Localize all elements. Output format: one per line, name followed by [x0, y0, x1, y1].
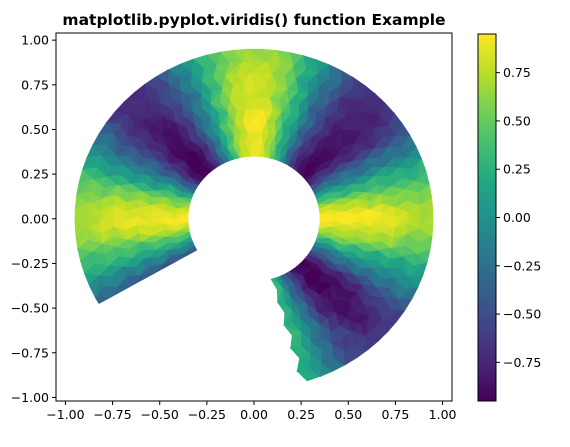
- y-tick-label: 0.00: [21, 211, 49, 226]
- mesh-triangle: [123, 92, 149, 103]
- colorbar-ticks: −0.75 −0.50 −0.25 0.00 0.25 0.50 0.75: [496, 65, 541, 370]
- y-tick-label: 1.00: [21, 33, 49, 48]
- mesh-triangle: [143, 76, 170, 85]
- x-tick-label: −1.00: [46, 407, 84, 422]
- chart-title: matplotlib.pyplot.viridis() function Exa…: [62, 11, 445, 29]
- mesh-triangle: [81, 155, 103, 171]
- mesh-triangle: [74, 202, 90, 223]
- y-tick-label: 0.50: [21, 122, 49, 137]
- mesh-triangle: [419, 209, 434, 230]
- y-tick-label: 0.75: [21, 77, 49, 92]
- mesh-triangle: [94, 297, 110, 305]
- colorbar-tick-label: −0.25: [503, 258, 541, 273]
- colorbar-tick-label: 0.75: [503, 65, 531, 80]
- colorbar-tick-label: 0.50: [503, 113, 531, 128]
- mesh-triangle: [407, 261, 428, 278]
- mesh-triangle: [415, 157, 427, 182]
- mesh-triangle: [76, 178, 94, 197]
- mesh-triangle: [166, 63, 193, 73]
- mesh-triangle: [105, 111, 130, 124]
- mesh-triangle: [381, 309, 406, 322]
- y-axis: −1.00 −0.75 −0.50 −0.25 0.00 0.25 0.50 0.75 1.00: [11, 33, 56, 405]
- y-tick-label: −0.75: [11, 345, 49, 360]
- mesh-triangle: [89, 274, 100, 299]
- x-tick-label: 1.00: [429, 407, 457, 422]
- mesh-triangle: [219, 49, 243, 63]
- tripcolor-mesh: [74, 48, 434, 382]
- mesh-triangle: [374, 92, 386, 117]
- y-tick-label: −1.00: [11, 390, 49, 405]
- mesh-triangle: [363, 330, 389, 342]
- mesh-triangle: [320, 362, 347, 372]
- x-tick-label: 0.75: [382, 407, 410, 422]
- mesh-triangle: [274, 49, 294, 67]
- mesh-triangle: [393, 112, 403, 137]
- mesh-triangle: [415, 235, 433, 254]
- mesh-triangle: [406, 133, 417, 159]
- x-tick-label: 0.50: [334, 407, 362, 422]
- mesh-triangle: [296, 370, 322, 382]
- mesh-triangle: [80, 251, 92, 275]
- x-tick-label: −0.75: [93, 407, 131, 422]
- y-tick-label: −0.50: [11, 301, 49, 316]
- colorbar-tick-label: 0.25: [503, 162, 531, 177]
- mesh-triangle: [396, 286, 419, 300]
- colorbar-tick-label: 0.00: [503, 210, 531, 225]
- colorbar-tick-label: −0.50: [503, 307, 541, 322]
- mesh-triangle: [75, 227, 89, 250]
- mesh-triangle: [419, 182, 432, 206]
- colorbar-gradient: [478, 34, 496, 401]
- mesh-triangle: [343, 349, 369, 359]
- x-tick-label: −0.25: [188, 407, 226, 422]
- y-tick-label: −0.25: [11, 256, 49, 271]
- x-tick-label: 0.25: [287, 407, 315, 422]
- y-tick-label: 0.25: [21, 167, 49, 182]
- x-tick-label: −0.50: [141, 407, 179, 422]
- x-axis: −1.00 −0.75 −0.50 −0.25 0.00 0.25 0.50 0.75 1.00: [46, 401, 457, 422]
- colorbar: −0.75 −0.50 −0.25 0.00 0.25 0.50 0.75: [477, 33, 541, 402]
- mesh-triangle: [301, 54, 319, 74]
- mesh-triangle: [91, 133, 115, 147]
- mesh-triangle: [328, 63, 342, 86]
- x-tick-label: 0.00: [240, 407, 268, 422]
- mesh-triangle: [192, 54, 218, 66]
- mesh-triangle: [352, 76, 365, 100]
- colorbar-tick-label: −0.75: [503, 355, 541, 370]
- mesh-triangle: [246, 48, 269, 63]
